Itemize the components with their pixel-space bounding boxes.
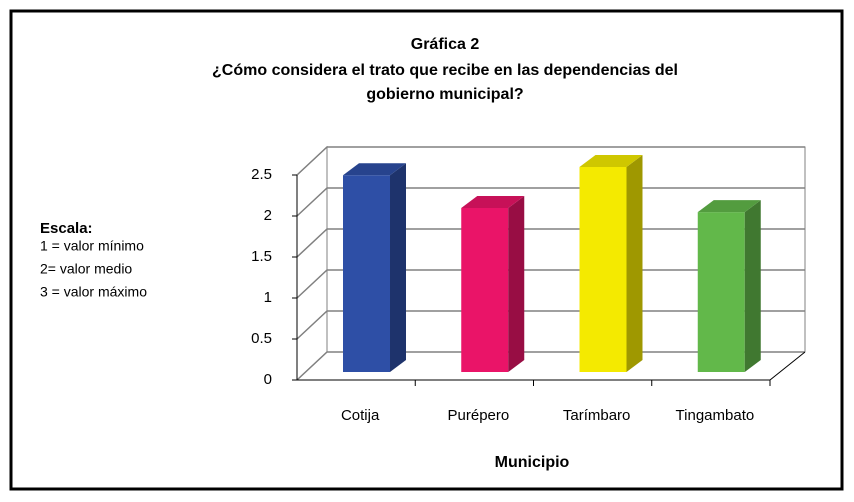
y-tick-label: 2 [264, 207, 272, 224]
y-tick-label: 2.5 [251, 166, 272, 183]
bar [461, 196, 525, 372]
bar-front [461, 208, 509, 372]
x-axis-label: Municipio [495, 454, 570, 471]
bar-front [697, 212, 745, 372]
grid-line [296, 187, 805, 217]
bar [343, 163, 406, 372]
bar [697, 200, 761, 372]
annotation-line: 2= valor medio [40, 261, 132, 277]
annotation-heading: Escala: [40, 220, 93, 237]
bar-top [579, 155, 643, 167]
y-tick-label: 0.5 [251, 330, 272, 347]
bar-front [579, 167, 627, 372]
bar-top [461, 196, 525, 208]
bar-top [697, 200, 761, 213]
bar-front [343, 175, 390, 372]
bar-side [744, 200, 761, 372]
grid-line [296, 310, 805, 340]
x-tick-label: Tarímbaro [563, 407, 631, 424]
y-tick-label: 1 [264, 289, 272, 306]
chart-subtitle: gobierno municipal? [366, 86, 523, 103]
grid-line [296, 351, 805, 381]
bar [579, 155, 643, 372]
grid-line [296, 228, 805, 258]
bar-top [343, 163, 406, 176]
x-tick-label: Cotija [341, 407, 380, 424]
chart-title: Gráfica 2 [411, 36, 480, 53]
annotation-line: 3 = valor máximo [40, 284, 147, 300]
bar-side [390, 163, 406, 372]
y-tick-label: 0 [264, 371, 272, 388]
bar-side [508, 196, 525, 372]
x-tick-label: Purépero [448, 407, 510, 424]
y-tick-label: 1.5 [251, 248, 272, 265]
x-tick-label: Tingambato [676, 407, 755, 424]
annotation-line: 1 = valor mínimo [40, 238, 144, 254]
bar-side [626, 155, 643, 372]
chart-subtitle: ¿Cómo considera el trato que recibe en l… [212, 62, 678, 79]
grid-line [296, 269, 805, 299]
grid-line [296, 146, 805, 176]
